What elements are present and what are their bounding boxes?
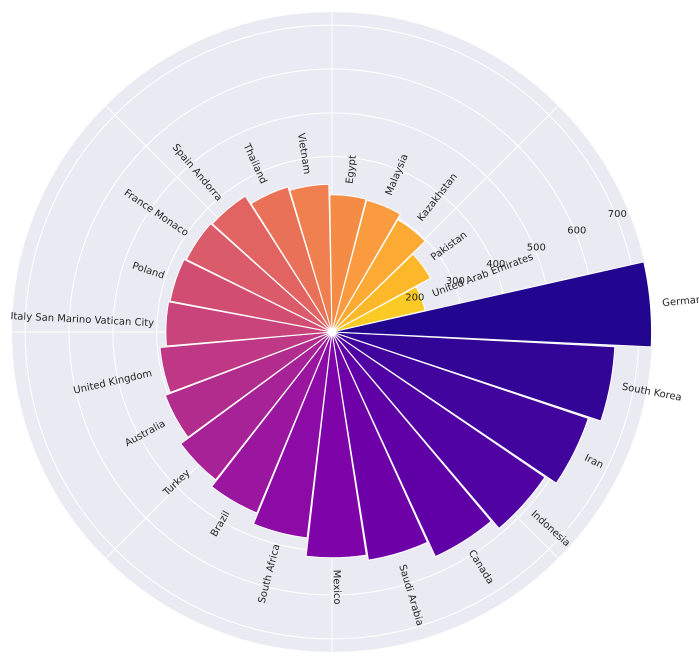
bar-malaysia [331,199,401,333]
category-label: Egypt [345,155,359,185]
bar-south-korea [331,331,616,422]
bar-iran [331,331,589,484]
bar-egypt [329,194,367,333]
radial-tick-label: 200 [405,293,424,304]
bar-poland [169,258,333,333]
bar-saudi-arabia [331,331,429,561]
bar-spain-andorra [211,195,333,333]
bar-brazil [210,331,333,514]
radial-tick-label: 500 [527,242,546,253]
radial-tick-label: 400 [486,259,505,270]
bar-kazakhstan [331,218,426,333]
bar-canada [331,331,492,558]
radial-tick-label: 600 [567,226,586,237]
radial-tick-label: 700 [608,209,627,220]
category-label: Mexico [331,570,343,605]
bar-indonesia [331,331,546,530]
bar-united-arab-emirates [331,285,426,333]
bar-thailand [250,186,333,333]
bar-south-africa [252,331,333,539]
bar-united-kingdom [159,331,333,394]
bar-france-monaco [185,222,333,333]
bar-pakistan [331,253,432,333]
radial-tick-label: 300 [446,276,465,287]
category-label: Germany [662,294,699,309]
bar-australia [164,331,333,438]
bar-italy-san-marino-vatican-city [165,301,333,347]
bar-turkey [180,331,333,481]
bar-mexico [305,331,367,559]
bar-vietnam [289,183,333,333]
bar-germany [331,261,653,348]
